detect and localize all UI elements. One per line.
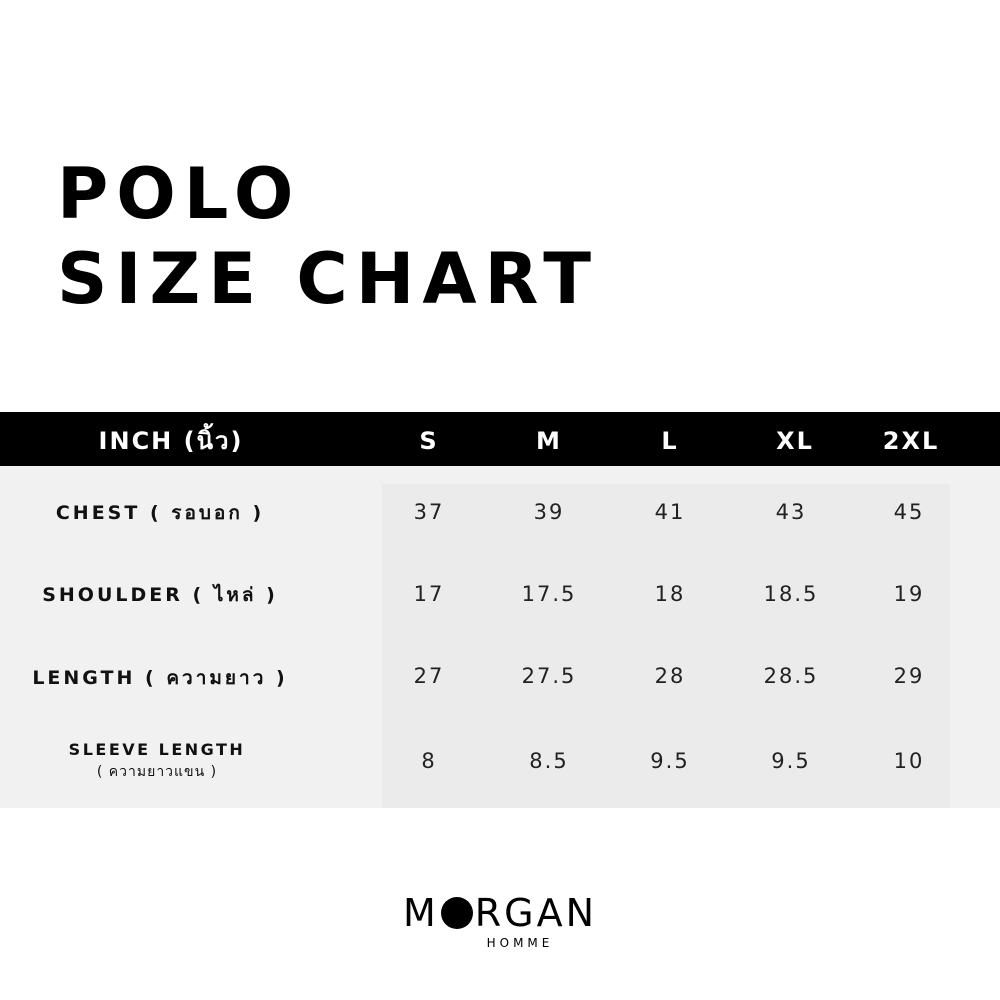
brand-tagline: HOMME — [486, 936, 554, 950]
value-cell: 10 — [893, 749, 925, 773]
brand-wordmark: M RGAN — [0, 892, 1000, 934]
value-cell: 17.5 — [521, 582, 577, 606]
size-header-m: M — [536, 427, 562, 455]
row-label-sleeve-length: SLEEVE LENGTH ( ความยาวแขน ) — [69, 740, 246, 783]
value-cell: 28.5 — [763, 664, 819, 688]
value-cell: 9.5 — [771, 749, 811, 773]
brand-dot-icon — [440, 897, 473, 929]
size-table-header: INCH (นิ้ว) S M L XL 2XL — [0, 412, 1000, 466]
brand-logo: M RGAN HOMME — [0, 892, 1000, 950]
size-header-l: L — [661, 427, 679, 455]
size-header-s: S — [419, 427, 439, 455]
value-cell: 17 — [413, 582, 445, 606]
row-label-shoulder: SHOULDER ( ไหล่ ) — [42, 584, 278, 606]
chart-title: POLO SIZE CHART — [57, 152, 599, 322]
size-values-panel — [382, 484, 950, 808]
value-cell: 43 — [775, 500, 807, 524]
title-line-product: POLO — [57, 153, 302, 235]
row-label-sleeve-length-main: SLEEVE LENGTH — [68, 740, 246, 759]
title-line-size-chart: SIZE CHART — [57, 238, 600, 320]
value-cell: 9.5 — [650, 749, 690, 773]
value-cell: 27 — [413, 664, 445, 688]
size-header-2xl: 2XL — [882, 427, 940, 455]
row-label-sleeve-length-thai: ( ความยาวแขน ) — [96, 764, 218, 780]
value-cell: 29 — [893, 664, 925, 688]
row-label-chest: CHEST ( รอบอก ) — [55, 502, 265, 524]
value-cell: 8.5 — [529, 749, 569, 773]
value-cell: 18 — [654, 582, 686, 606]
value-cell: 39 — [533, 500, 565, 524]
size-header-xl: XL — [776, 427, 814, 455]
value-cell: 19 — [893, 582, 925, 606]
value-cell: 8 — [421, 749, 437, 773]
unit-header: INCH (นิ้ว) — [98, 427, 244, 455]
value-cell: 37 — [413, 500, 445, 524]
value-cell: 28 — [654, 664, 686, 688]
row-label-length: LENGTH ( ความยาว ) — [32, 667, 288, 689]
value-cell: 41 — [654, 500, 686, 524]
value-cell: 18.5 — [763, 582, 819, 606]
brand-name-right: RGAN — [474, 891, 598, 935]
value-cell: 27.5 — [521, 664, 577, 688]
value-cell: 45 — [893, 500, 925, 524]
brand-name-left: M — [402, 891, 439, 935]
